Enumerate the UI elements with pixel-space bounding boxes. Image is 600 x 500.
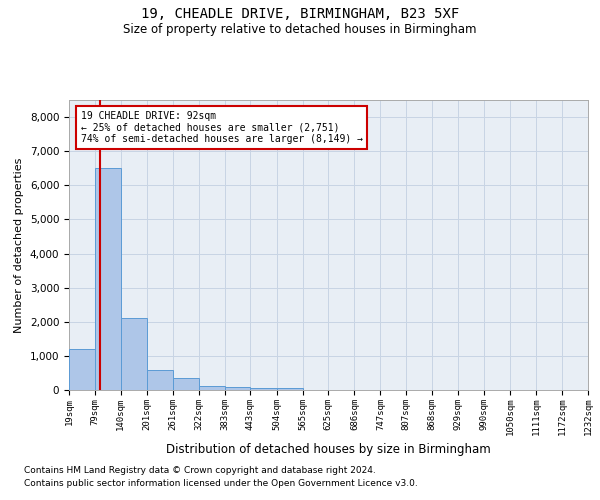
Text: Contains HM Land Registry data © Crown copyright and database right 2024.: Contains HM Land Registry data © Crown c… [24,466,376,475]
Bar [277,388,302,390]
Bar [173,378,199,390]
Bar [121,318,147,390]
Y-axis label: Number of detached properties: Number of detached properties [14,158,24,332]
Bar [199,386,225,390]
Text: 19 CHEADLE DRIVE: 92sqm
← 25% of detached houses are smaller (2,751)
74% of semi: 19 CHEADLE DRIVE: 92sqm ← 25% of detache… [80,110,362,144]
Text: 19, CHEADLE DRIVE, BIRMINGHAM, B23 5XF: 19, CHEADLE DRIVE, BIRMINGHAM, B23 5XF [141,8,459,22]
Bar [225,388,250,390]
Text: Distribution of detached houses by size in Birmingham: Distribution of detached houses by size … [166,442,491,456]
Text: Contains public sector information licensed under the Open Government Licence v3: Contains public sector information licen… [24,478,418,488]
Bar [147,370,173,390]
Bar [250,388,277,390]
Bar [69,349,95,390]
Text: Size of property relative to detached houses in Birmingham: Size of property relative to detached ho… [123,22,477,36]
Bar [95,168,121,390]
